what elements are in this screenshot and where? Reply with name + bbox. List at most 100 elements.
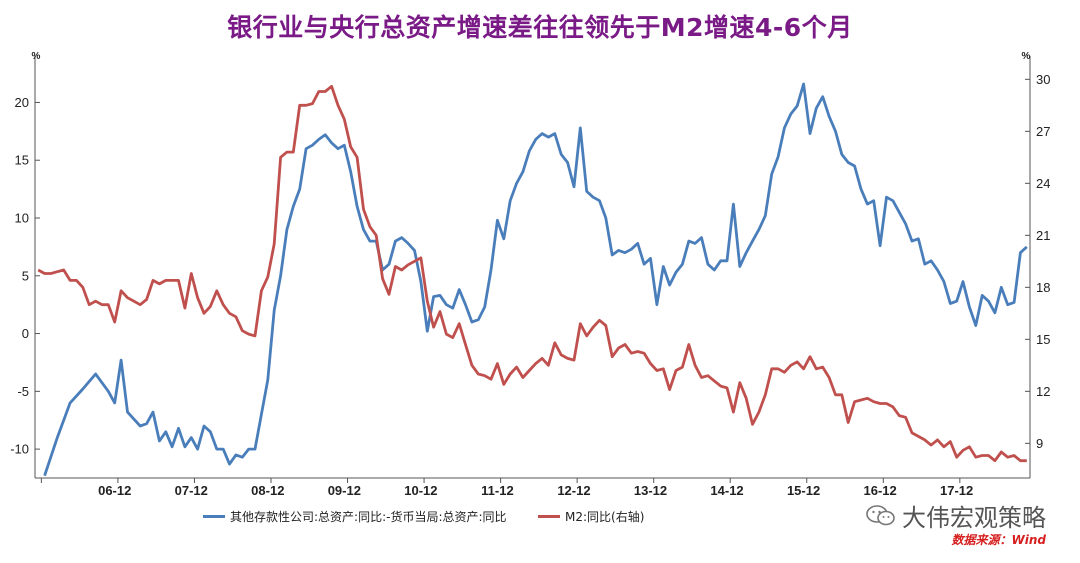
data-point [707, 264, 708, 265]
data-point [650, 363, 651, 364]
data-point [529, 370, 530, 371]
data-point [746, 398, 747, 399]
data-point [490, 379, 491, 380]
data-point [911, 432, 912, 433]
data-point [503, 238, 504, 239]
data-point [503, 384, 504, 385]
data-point [982, 455, 983, 456]
data-point [133, 301, 134, 302]
data-point [886, 197, 887, 198]
data-point [663, 368, 664, 369]
data-point [497, 363, 498, 364]
data-point [159, 283, 160, 284]
data-point [943, 281, 944, 282]
data-point [376, 235, 377, 236]
data-point [159, 440, 160, 441]
y-left-tick-label: 20 [15, 95, 29, 110]
data-point [675, 370, 676, 371]
brand-name: 大伟宏观策略 [902, 504, 1046, 532]
data-point [121, 360, 122, 361]
data-point [382, 278, 383, 279]
data-point [733, 412, 734, 413]
data-point [1014, 455, 1015, 456]
data-point [542, 133, 543, 134]
data-point [318, 91, 319, 92]
data-point [242, 457, 243, 458]
x-tick-label: 17-12 [940, 483, 973, 498]
data-point [618, 250, 619, 251]
y-right-tick-label: 21 [1036, 228, 1050, 243]
data-point [70, 280, 71, 281]
wechat-icon [866, 504, 896, 528]
data-point [57, 437, 58, 438]
data-point [554, 133, 555, 134]
data-point [140, 304, 141, 305]
data-point [688, 241, 689, 242]
data-point [860, 189, 861, 190]
data-point [357, 157, 358, 158]
data-point [395, 266, 396, 267]
data-point [223, 304, 224, 305]
data-point [82, 388, 83, 389]
data-point [312, 103, 313, 104]
data-point [561, 154, 562, 155]
data-point [688, 344, 689, 345]
data-point [790, 365, 791, 366]
data-point [720, 386, 721, 387]
y-left-tick-label: 0 [22, 326, 29, 341]
data-point [854, 401, 855, 402]
data-point [892, 406, 893, 407]
data-point [274, 243, 275, 244]
data-point [644, 353, 645, 354]
data-point [880, 403, 881, 404]
data-point [89, 304, 90, 305]
data-point [854, 165, 855, 166]
data-point [841, 394, 842, 395]
data-point [707, 375, 708, 376]
data-point [471, 365, 472, 366]
data-point [121, 290, 122, 291]
data-point [873, 401, 874, 402]
data-point [969, 306, 970, 307]
data-point [388, 294, 389, 295]
data-point [401, 269, 402, 270]
data-point [510, 200, 511, 201]
data-point [446, 334, 447, 335]
data-point [988, 301, 989, 302]
data-point [254, 335, 255, 336]
data-point [599, 200, 600, 201]
data-point [950, 303, 951, 304]
data-point [184, 446, 185, 447]
data-point [1026, 246, 1027, 247]
series-line-1 [43, 82, 1028, 477]
data-point [357, 206, 358, 207]
data-point [752, 424, 753, 425]
data-point [580, 323, 581, 324]
data-point [191, 273, 192, 274]
data-point [1001, 451, 1002, 452]
data-point [573, 186, 574, 187]
data-point [848, 422, 849, 423]
data-point [618, 347, 619, 348]
data-point [873, 200, 874, 201]
chart-axes: % % -10 -5 0 5 10 15 20 9 12 15 18 21 24 27 30 06-12 07-12… [10, 51, 1050, 498]
data-point [905, 417, 906, 418]
data-point [408, 243, 409, 244]
y-right-tick-label: 18 [1036, 280, 1050, 295]
data-point [63, 269, 64, 270]
data-point [459, 323, 460, 324]
data-point [70, 402, 71, 403]
data-point [950, 441, 951, 442]
data-point [816, 368, 817, 369]
y-right-tick-label: 15 [1036, 332, 1050, 347]
data-point [937, 269, 938, 270]
data-point [663, 266, 664, 267]
data-point [822, 96, 823, 97]
data-point [184, 308, 185, 309]
data-source-note: 数据来源：Wind [951, 533, 1046, 547]
y-right-tick-label: 30 [1036, 72, 1050, 87]
data-point [867, 204, 868, 205]
data-point [350, 146, 351, 147]
data-point [765, 394, 766, 395]
data-point [261, 290, 262, 291]
